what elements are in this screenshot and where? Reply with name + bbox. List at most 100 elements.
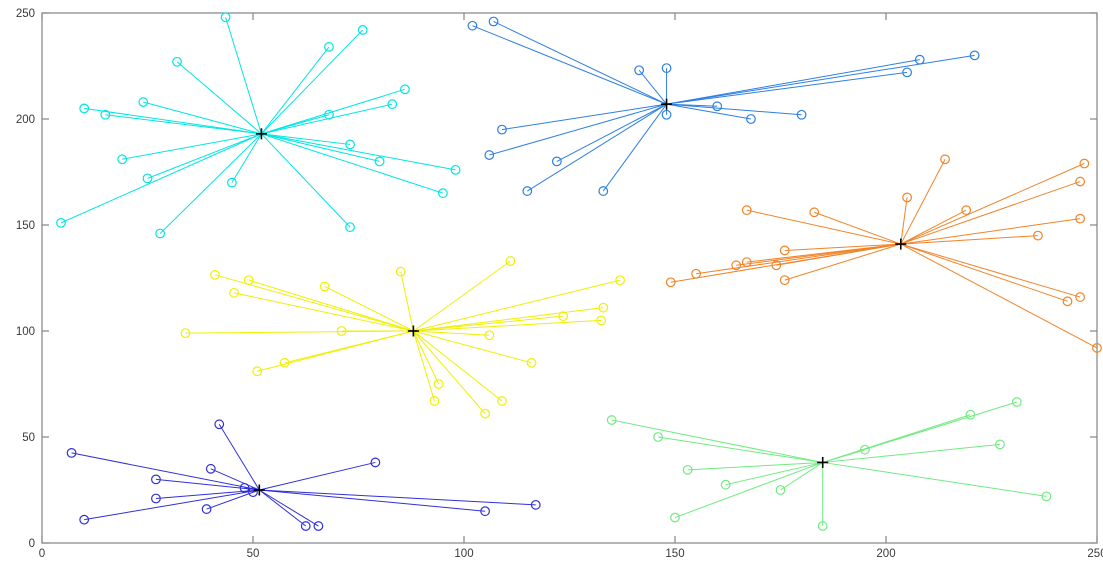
cluster-spoke-line [780,462,823,491]
data-point [1092,343,1102,353]
data-point [731,260,742,271]
cluster-spoke-line [900,181,1081,245]
data-point [400,84,410,95]
cluster-spoke-line [159,133,262,234]
cluster-blue-group [467,16,980,196]
data-point [505,256,516,266]
cluster-spoke-line [259,489,486,512]
data-point [526,357,537,368]
data-point [374,156,385,167]
cluster-spoke-line [413,279,621,332]
data-point [860,444,870,455]
cluster-spoke-line [259,489,307,527]
cluster-spoke-line [489,103,667,156]
y-tick-label: 50 [22,432,35,444]
data-point [1062,296,1073,307]
data-point [480,408,491,419]
data-point [653,432,664,442]
cluster-orange-group [665,154,1102,353]
x-tick-label: 250 [1087,548,1103,560]
y-tick-label: 0 [29,538,35,550]
data-point [488,16,499,27]
cluster-spoke-line [556,103,667,162]
data-point [940,154,950,165]
data-point [239,482,250,493]
cluster-spoke-line [527,103,667,192]
cluster-spoke-line [725,461,823,486]
data-point [914,54,925,65]
data-point [969,50,980,61]
cluster-spoke-line [143,101,262,135]
cluster-spoke-line [687,461,823,471]
data-point [796,109,807,120]
data-point [551,156,562,167]
cluster-spoke-line [900,243,1081,298]
data-point [497,396,507,406]
data-point [395,266,406,277]
data-point [741,205,752,216]
data-point [741,257,752,268]
data-point [180,328,191,339]
cluster-spoke-line [746,209,901,245]
data-point [809,207,820,218]
cluster-spoke-line [472,25,667,105]
data-point [1011,397,1022,407]
cluster-spoke-line [666,59,920,105]
data-point [615,275,626,286]
cluster-spoke-line [176,61,262,135]
cluster-spoke-line [413,307,604,332]
data-point [279,357,290,368]
cluster-spoke-line [225,17,262,134]
y-tick-label: 200 [16,114,35,126]
data-point [775,485,786,495]
data-point [319,281,330,292]
cluster-spoke-line [71,452,260,491]
cluster-spoke-line [822,401,1017,463]
cluster-spoke-line [602,103,667,192]
data-point [243,275,254,286]
cluster-spoke-line [155,489,260,499]
x-tick-label: 50 [247,548,260,560]
data-point [248,487,258,498]
cluster-spoke-line [155,478,260,491]
cluster-spoke-line [324,286,414,332]
data-point [480,506,491,517]
data-point [691,268,701,279]
cluster-spoke-line [900,235,1038,245]
cluster-spoke-line [501,103,667,131]
data-point [229,287,239,298]
data-point [771,260,782,271]
cluster-spoke-line [413,330,503,402]
data-point [484,150,495,160]
data-point [220,12,231,23]
cluster-spoke-line [413,260,511,332]
cluster-spoke-line [261,114,330,135]
data-point [313,521,324,531]
data-point [205,463,216,474]
cluster-spoke-line [400,271,414,332]
cluster-spoke-line [666,103,802,116]
data-point [142,173,153,184]
cluster-spoke-line [670,243,901,283]
data-point [606,415,617,425]
data-point [665,277,676,288]
cluster-spoke-line [84,489,260,521]
data-point [598,302,609,313]
data-point [370,457,381,468]
cluster-green-group [606,397,1052,531]
cluster-spoke-line [666,54,975,105]
y-tick-label: 150 [16,220,35,232]
cluster-spoke-line [900,159,946,245]
cluster-spoke-line [218,424,260,491]
cluster-spoke-line [257,330,414,372]
data-point [151,493,161,504]
data-point [155,228,166,239]
data-point [214,419,225,430]
cluster-spoke-line [261,133,380,162]
data-point [1075,176,1086,187]
data-point [324,42,334,52]
data-point [79,514,90,525]
cluster-spoke-line [261,29,364,135]
cluster-spoke-line [214,274,414,332]
